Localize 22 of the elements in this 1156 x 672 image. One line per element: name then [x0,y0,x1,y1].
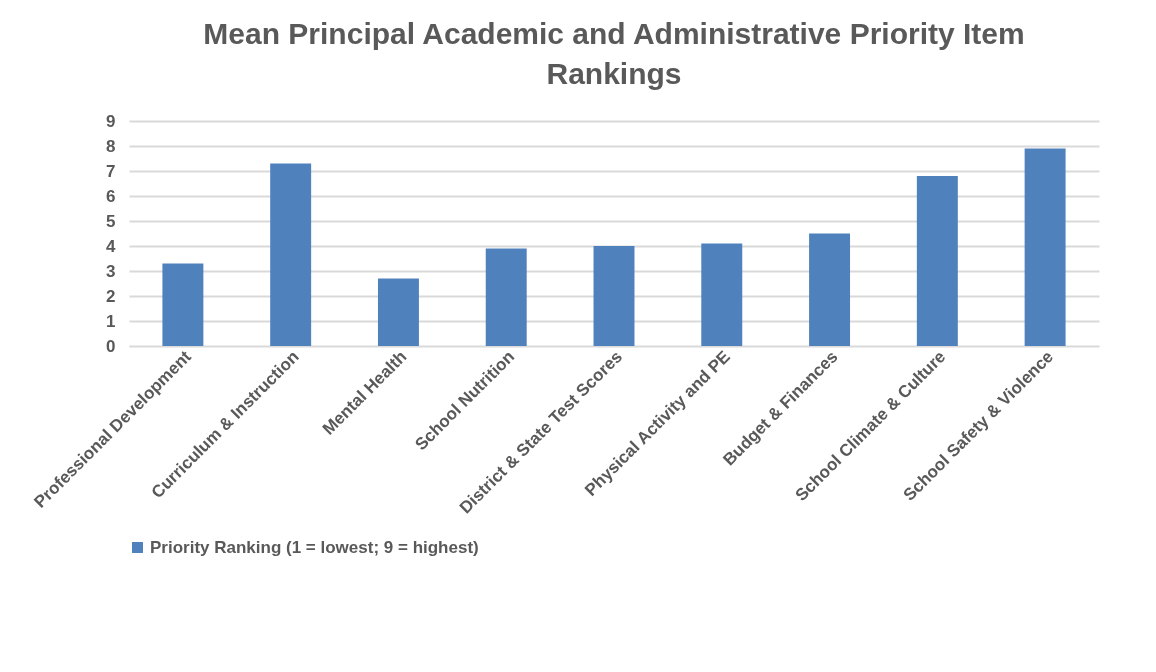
y-tick-label: 6 [106,186,116,206]
y-tick-label: 0 [106,336,116,356]
bar [1024,148,1066,346]
legend-label: Priority Ranking (1 = lowest; 9 = highest) [150,537,479,557]
bar [809,233,851,346]
y-tick-label: 2 [106,286,116,306]
bar [377,278,419,346]
bar [485,248,527,346]
bar [162,263,204,346]
bar [701,243,743,346]
text: Rankings [546,57,682,90]
y-tick-label: 4 [106,236,117,256]
bar [916,176,958,346]
y-tick-label: 5 [106,211,116,231]
y-tick-label: 7 [106,161,116,181]
bar [593,246,635,346]
text: Mean Principal Academic and Administrative Priority Item [203,17,1025,50]
y-tick-label: 3 [106,261,116,281]
bar [270,163,312,346]
y-tick-label: 9 [106,111,116,131]
y-tick-label: 8 [106,136,116,156]
y-tick-label: 1 [106,311,116,331]
